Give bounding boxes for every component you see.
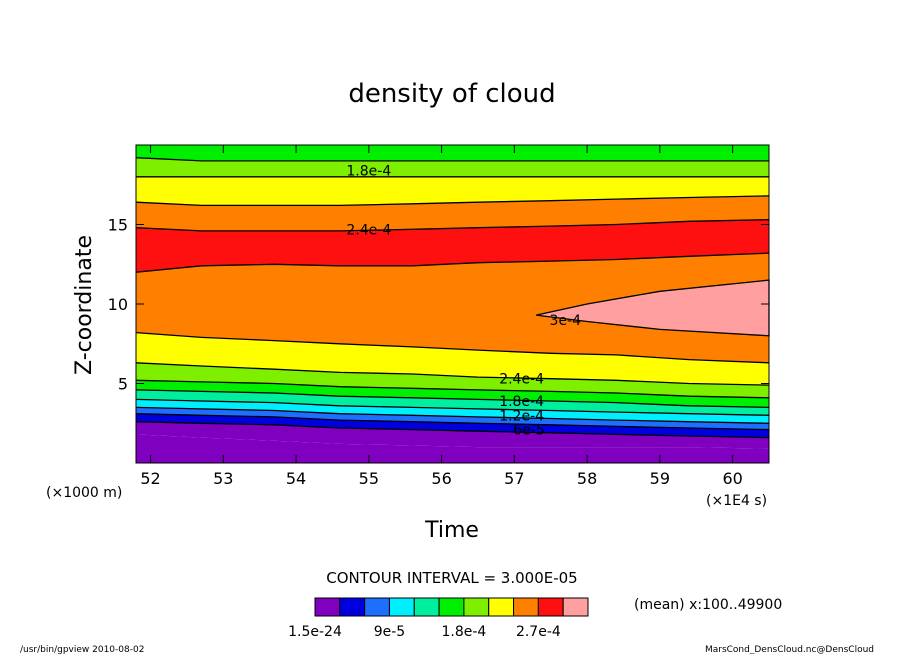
contour-labels: 1.8e-42.4e-43e-42.4e-41.8e-41.2e-46e-5	[346, 163, 581, 438]
contour-band-3	[136, 399, 769, 424]
x-units-label: (×1E4 s)	[706, 493, 767, 509]
contour-line-2	[135, 413, 770, 431]
contour-label-4: 1.8e-4	[499, 394, 544, 410]
x-tick-label-4: 56	[431, 469, 451, 488]
contour-line-7	[135, 362, 770, 386]
y-axis-label: Z-coordinate	[72, 235, 97, 375]
colorbar	[314, 597, 589, 617]
contour-line-9	[135, 252, 770, 273]
contour-label-0: 1.8e-4	[346, 163, 391, 179]
x-tick-label-7: 59	[650, 469, 670, 488]
contour-band-5	[136, 380, 769, 408]
x-axis-label: Time	[424, 518, 479, 543]
x-axis-ticks: 52 53 54 55 56 57 58 59 60	[140, 145, 743, 488]
colorbar-cell-5	[438, 597, 465, 617]
contour-band-0	[136, 421, 769, 449]
colorbar-cell-4	[413, 597, 440, 617]
y-axis-ticks: 5 10 15	[108, 216, 769, 394]
contour-band-1	[136, 413, 769, 438]
x-tick-label-2: 54	[286, 469, 306, 488]
contour-band-7	[136, 332, 769, 386]
contour-label-5: 1.2e-4	[499, 408, 544, 424]
footer-left: /usr/bin/gpview 2010-08-02	[20, 645, 144, 654]
colorbar-cell-6	[463, 597, 490, 617]
contour-line-1	[135, 421, 770, 439]
contour-line-11	[135, 195, 770, 207]
colorbar-label-3: 2.7e-4	[516, 624, 561, 640]
contour-line-3	[135, 406, 770, 424]
contour-line-5	[135, 389, 770, 409]
x-tick-label-3: 55	[359, 469, 379, 488]
mean-label: (mean) x:100..49900	[634, 597, 782, 613]
contour-label-3: 2.4e-4	[499, 372, 544, 388]
contour-band-13	[136, 145, 769, 161]
contour-line-8	[135, 331, 770, 364]
contour-band-10	[136, 195, 769, 231]
colorbar-cell-3	[388, 597, 415, 617]
colorbar-cell-2	[364, 597, 390, 617]
contour-label-2: 3e-4	[550, 313, 582, 329]
y-tick-label-2: 15	[108, 216, 128, 235]
x-tick-label-0: 52	[140, 469, 160, 488]
contour-lines	[135, 157, 770, 439]
x-tick-label-1: 53	[213, 469, 233, 488]
y-tick-label-1: 10	[108, 295, 128, 314]
footer-right: MarsCond_DensCloud.nc@DensCloud	[705, 645, 874, 654]
chart-title: density of cloud	[348, 79, 555, 109]
contour-line-4	[135, 398, 770, 416]
colorbar-cell-1	[339, 597, 366, 617]
colorbar-cell-10	[562, 597, 589, 617]
colorbar-cell-9	[537, 597, 564, 617]
contour-band-12	[136, 157, 769, 177]
colorbar-cell-0	[314, 597, 341, 617]
contour-line-13	[135, 157, 769, 162]
contour-line-10	[135, 219, 770, 232]
colorbar-label-2: 1.8e-4	[441, 624, 486, 640]
colorbar-labels: 1.5e-24 9e-5 1.8e-4 2.7e-4	[288, 624, 561, 640]
y-units-label: (×1000 m)	[46, 485, 122, 501]
contour-band-base	[136, 434, 769, 463]
contour-line-6	[135, 379, 770, 399]
x-tick-label-5: 57	[504, 469, 524, 488]
colorbar-cell-8	[513, 597, 539, 617]
plot-area: 1.8e-42.4e-43e-42.4e-41.8e-41.2e-46e-5	[135, 144, 770, 464]
contour-label-6: 6e-5	[513, 423, 544, 439]
colorbar-label-1: 9e-5	[374, 624, 405, 640]
colorbar-cell-7	[488, 597, 515, 617]
contour-band-2	[136, 407, 769, 430]
x-tick-label-8: 60	[722, 469, 742, 488]
contour-band-8	[136, 253, 769, 363]
colorbar-label-0: 1.5e-24	[288, 624, 342, 640]
x-tick-label-6: 58	[577, 469, 597, 488]
contour-band-11	[136, 176, 769, 206]
contour-band-6	[136, 362, 769, 398]
contour-band-4	[136, 389, 769, 416]
contour-interval-label: CONTOUR INTERVAL = 3.000E-05	[326, 569, 577, 587]
y-tick-label-0: 5	[118, 375, 128, 394]
contour-label-1: 2.4e-4	[346, 222, 391, 238]
